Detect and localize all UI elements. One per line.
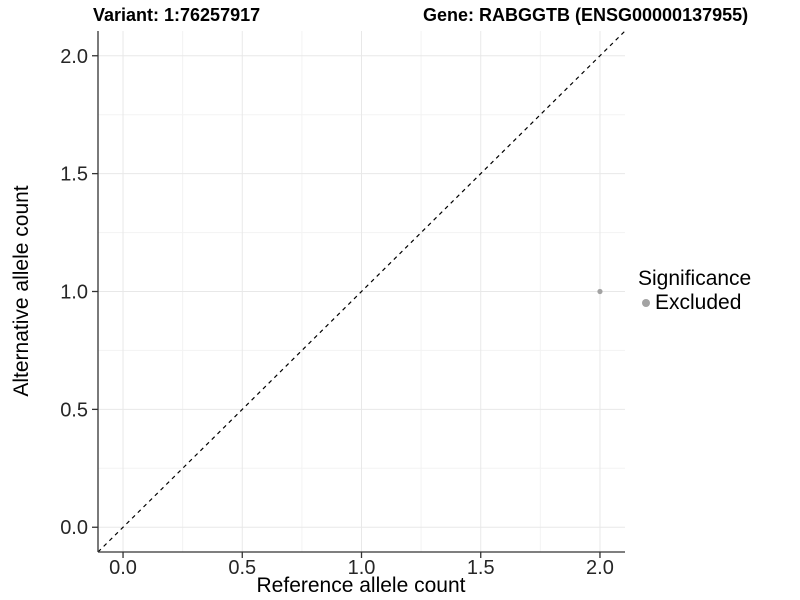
legend-item-excluded: Excluded: [638, 291, 751, 315]
y-axis-title: Alternative allele count: [10, 185, 33, 397]
x-tick-label: 0.0: [109, 557, 137, 579]
x-axis-title: Reference allele count: [256, 574, 466, 597]
x-tick-label: 1.0: [348, 557, 376, 579]
plot-title-gene: Gene: RABGGTB (ENSG00000137955): [423, 5, 749, 25]
x-tick-label: 1.5: [467, 557, 495, 579]
x-tick-label: 0.5: [228, 557, 256, 579]
legend: Significance Excluded: [638, 267, 752, 315]
y-tick-label: 0.0: [60, 517, 88, 539]
y-tick-label: 2.0: [60, 46, 88, 68]
y-tick-label: 0.5: [60, 399, 88, 421]
legend-item-label: Excluded: [655, 291, 742, 315]
plot-title-variant: Variant: 1:76257917: [93, 5, 261, 25]
legend-title: Significance: [638, 267, 752, 290]
x-tick-label: 2.0: [586, 557, 614, 579]
identity-line: [97, 30, 626, 553]
data-point: [597, 288, 603, 295]
legend-point-swatch: [642, 299, 650, 308]
y-tick-label: 1.0: [60, 282, 88, 304]
y-tick-label: 1.5: [60, 164, 88, 186]
